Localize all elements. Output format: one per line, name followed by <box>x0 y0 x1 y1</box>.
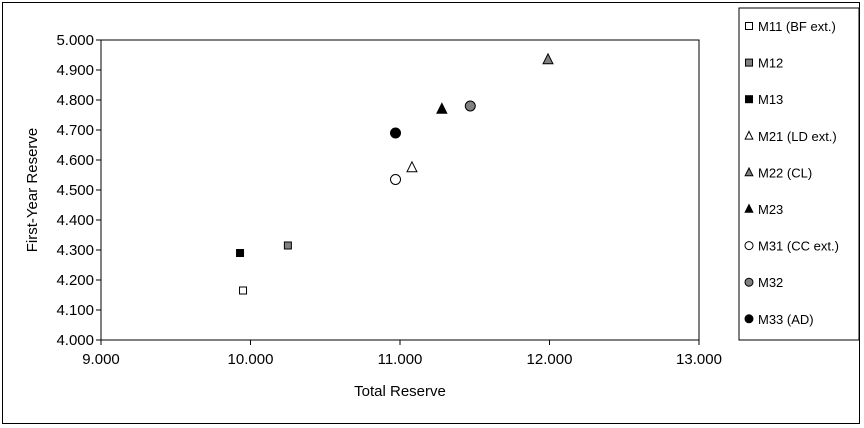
y-tick-label: 4.700 <box>56 122 94 139</box>
legend-label: M32 <box>758 275 783 290</box>
data-point <box>390 174 402 185</box>
legend-label: M33 (AD) <box>758 312 814 327</box>
x-tick-label: 9.000 <box>82 351 120 368</box>
y-tick-label: 4.900 <box>56 62 94 79</box>
data-point <box>390 127 402 139</box>
legend-marker <box>744 314 754 324</box>
data-point <box>239 286 248 295</box>
x-tick-label: 12.000 <box>527 351 573 368</box>
data-point <box>406 160 418 173</box>
x-tick-label: 10.000 <box>228 351 274 368</box>
y-tick-label: 5.000 <box>56 32 94 49</box>
x-tick-label: 13.000 <box>676 351 722 368</box>
legend-label: M22 (CL) <box>758 165 812 180</box>
y-tick-label: 4.600 <box>56 152 94 169</box>
legend-label: M31 (CC ext.) <box>758 239 839 254</box>
data-point <box>283 241 292 250</box>
y-tick-label: 4.800 <box>56 92 94 109</box>
y-tick-label: 4.300 <box>56 242 94 259</box>
legend-label: M13 <box>758 92 783 107</box>
y-tick-label: 4.400 <box>56 212 94 229</box>
plot-area <box>100 39 700 341</box>
legend-marker <box>744 241 754 251</box>
y-tick-label: 4.100 <box>56 302 94 319</box>
chart-frame: 4.000 4.100 4.200 4.300 4.400 4.500 4.600 4.700… <box>2 2 860 424</box>
y-tick-label: 4.200 <box>56 272 94 289</box>
data-point <box>436 102 448 114</box>
x-axis: 9.000 10.000 11.000 12.000 13.000 <box>82 340 722 368</box>
legend-marker <box>745 58 753 67</box>
legend-label: M12 <box>758 56 783 71</box>
legend-marker <box>745 22 753 30</box>
legend-label: M23 <box>758 202 783 217</box>
legend-marker <box>745 95 753 104</box>
y-tick-label: 4.500 <box>56 182 94 199</box>
legend-marker <box>744 203 754 213</box>
data-point <box>542 52 554 65</box>
y-axis: 4.000 4.100 4.200 4.300 4.400 4.500 4.600 4.700… <box>56 32 101 349</box>
x-axis-title: Total Reserve <box>354 383 446 400</box>
data-points <box>236 52 554 295</box>
legend-box <box>738 7 860 341</box>
y-tick-label: 4.000 <box>56 332 94 349</box>
legend: M11 (BF ext.) M12 M13 M21 (LD ext.) M22 (CL)… <box>738 7 860 341</box>
x-tick-label: 11.000 <box>378 351 423 368</box>
scatter-chart: 4.000 4.100 4.200 4.300 4.400 4.500 4.600 4.700… <box>24 7 860 400</box>
data-point <box>464 100 476 112</box>
legend-label: M11 (BF ext.) <box>758 19 836 34</box>
data-point <box>236 249 245 257</box>
legend-label: M21 (LD ext.) <box>758 129 837 144</box>
y-axis-title: First-Year Reserve <box>24 128 41 252</box>
legend-marker <box>744 277 754 287</box>
legend-marker <box>744 166 754 177</box>
legend-marker <box>744 130 754 140</box>
